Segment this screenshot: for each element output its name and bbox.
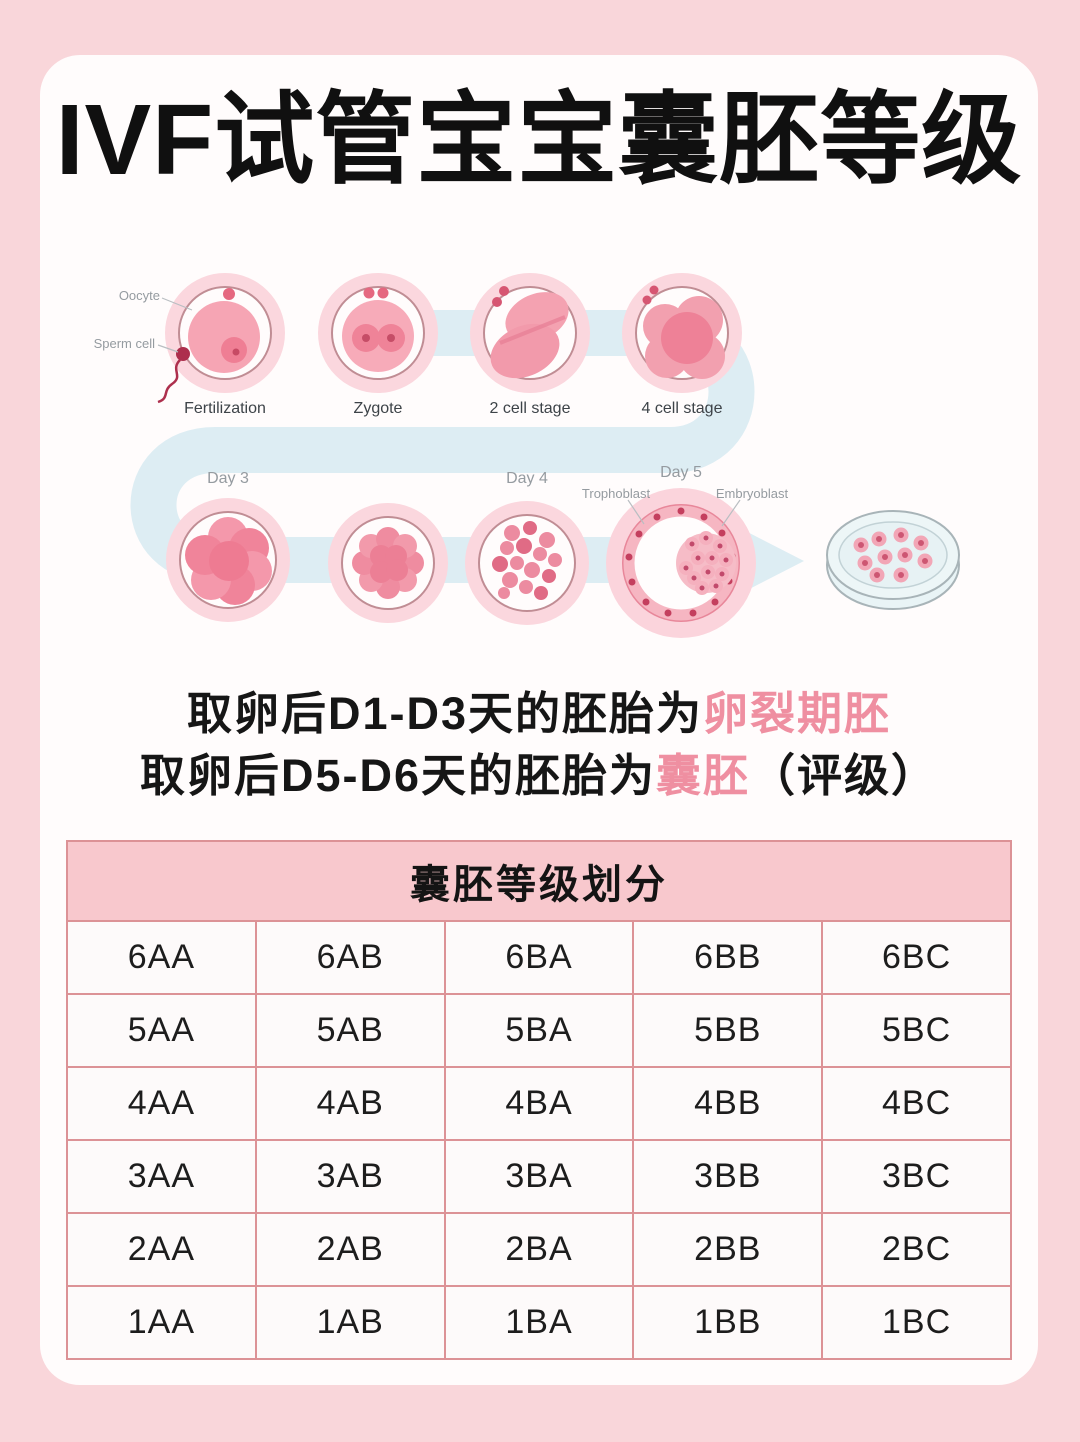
grade-cell: 4BB xyxy=(632,1066,824,1141)
stage-label-fertilization: Fertilization xyxy=(184,400,266,417)
grade-cell: 6BB xyxy=(632,920,824,995)
day3-morula-illustration xyxy=(153,485,303,640)
grade-cell: 2BC xyxy=(821,1212,1012,1287)
grade-cell: 1BC xyxy=(821,1285,1012,1360)
grade-cell: 3AA xyxy=(66,1139,257,1214)
grade-cell: 6AA xyxy=(66,920,257,995)
trophoblast-label: Trophoblast xyxy=(581,486,651,501)
grade-cell: 2BB xyxy=(632,1212,824,1287)
stage-label-zygote: Zygote xyxy=(353,400,403,417)
blastocyst-grade-table: 囊胚等级划分 6AA 6AB 6BA 6BB 6BC 5AA 5AB 5BA 5… xyxy=(66,840,1012,1360)
petri-dish-illustration xyxy=(809,497,979,632)
description-line1-highlight: 卵裂期胚 xyxy=(703,688,892,739)
grade-cell: 4AB xyxy=(254,1066,446,1141)
embryo-development-diagram: Oocyte Sperm cell Fertilization Zygote 2… xyxy=(40,250,1038,685)
grade-cell: 1AA xyxy=(66,1285,257,1360)
compact-morula-illustration xyxy=(313,488,463,643)
page-title: IVF试管宝宝囊胚等级 xyxy=(55,84,1023,196)
fertilization-illustration xyxy=(150,258,300,413)
table-row: 3AA 3AB 3BA 3BB 3BC xyxy=(66,1139,1012,1214)
sperm-cell-label: Sperm cell xyxy=(93,336,155,351)
description-line2-highlight: 囊胚 xyxy=(656,750,751,801)
day4-illustration xyxy=(452,488,602,643)
embryoblast-label: Embryoblast xyxy=(715,486,789,501)
grade-cell: 4BC xyxy=(821,1066,1012,1141)
stage-label-2cell: 2 cell stage xyxy=(489,400,571,417)
grade-cell: 1BB xyxy=(632,1285,824,1360)
grade-cell: 4AA xyxy=(66,1066,257,1141)
grade-cell: 5BB xyxy=(632,993,824,1068)
description-line2-prefix: 取卵后D5-D6天的胚胎为 xyxy=(139,750,656,801)
grade-cell: 3BA xyxy=(443,1139,635,1214)
grade-cell: 2AA xyxy=(66,1212,257,1287)
stage-label-4cell: 4 cell stage xyxy=(641,400,723,417)
grade-cell: 3BB xyxy=(632,1139,824,1214)
grade-cell: 2AB xyxy=(254,1212,446,1287)
table-row: 5AA 5AB 5BA 5BB 5BC xyxy=(66,993,1012,1068)
two-cell-illustration xyxy=(455,258,605,413)
description-line-1: 取卵后D1-D3天的胚胎为卵裂期胚 xyxy=(40,683,1038,745)
table-row: 4AA 4AB 4BA 4BB 4BC xyxy=(66,1066,1012,1141)
four-cell-illustration xyxy=(607,258,757,413)
table-row: 2AA 2AB 2BA 2BB 2BC xyxy=(66,1212,1012,1287)
grade-cell: 3AB xyxy=(254,1139,446,1214)
table-title: 囊胚等级划分 xyxy=(66,840,1012,922)
day4-label: Day 4 xyxy=(506,470,548,487)
poster-card: IVF试管宝宝囊胚等级 xyxy=(40,55,1038,1385)
description-line1-prefix: 取卵后D1-D3天的胚胎为 xyxy=(186,688,704,739)
grade-cell: 5AA xyxy=(66,993,257,1068)
description-line-2: 取卵后D5-D6天的胚胎为囊胚（评级） xyxy=(40,745,1038,807)
grade-cell: 5AB xyxy=(254,993,446,1068)
grade-cell: 6AB xyxy=(254,920,446,995)
description-text: 取卵后D1-D3天的胚胎为卵裂期胚 取卵后D5-D6天的胚胎为囊胚（评级） xyxy=(40,683,1038,807)
grade-cell: 5BA xyxy=(443,993,635,1068)
description-line2-suffix: （评级） xyxy=(750,750,939,801)
grade-cell: 6BA xyxy=(443,920,635,995)
oocyte-label: Oocyte xyxy=(118,288,160,303)
grade-cell: 5BC xyxy=(821,993,1012,1068)
table-row: 6AA 6AB 6BA 6BB 6BC xyxy=(66,920,1012,995)
grade-cell: 2BA xyxy=(443,1212,635,1287)
table-row: 1AA 1AB 1BA 1BB 1BC xyxy=(66,1285,1012,1360)
day5-blastocyst-illustration xyxy=(596,478,766,653)
grade-cell: 1AB xyxy=(254,1285,446,1360)
zygote-illustration xyxy=(303,258,453,413)
grade-cell: 3BC xyxy=(821,1139,1012,1214)
day5-label: Day 5 xyxy=(660,464,702,481)
grade-cell: 6BC xyxy=(821,920,1012,995)
day3-label: Day 3 xyxy=(207,470,249,487)
grade-cell: 1BA xyxy=(443,1285,635,1360)
grade-cell: 4BA xyxy=(443,1066,635,1141)
